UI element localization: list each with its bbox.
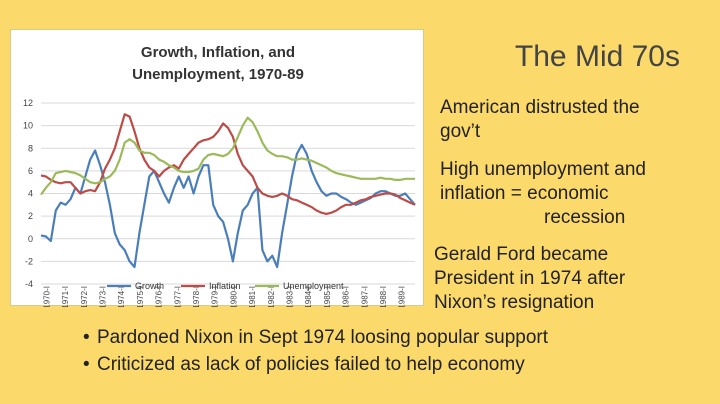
- legend-label: Inflation: [209, 281, 241, 291]
- text-line: Gerald Ford became: [434, 244, 609, 265]
- bullet-text: Criticized as lack of policies failed to…: [97, 354, 525, 375]
- y-tick-label: 2: [28, 211, 33, 221]
- y-tick-label: -4: [25, 279, 33, 289]
- text-line: President in 1974 after: [434, 268, 626, 289]
- x-tick-label: 1978-I: [192, 286, 201, 307]
- series-line-growth: [40, 143, 416, 269]
- chart-panel: Growth, Inflation, and Unemployment, 197…: [10, 29, 425, 307]
- bullet-list: • Pardoned Nixon in Sept 1974 loosing pop…: [83, 324, 548, 378]
- bullet-marker: •: [83, 354, 90, 375]
- x-tick-label: 1979-I: [211, 286, 220, 307]
- x-tick-label: 1974-I: [117, 286, 126, 307]
- y-tick-label: 10: [23, 121, 33, 131]
- x-tick-label: 1973-I: [99, 286, 108, 307]
- text-line: inflation = economic: [440, 183, 609, 204]
- y-tick-label: 6: [28, 166, 33, 176]
- x-tick-label: 1983-I: [286, 286, 295, 307]
- x-tick-label: 1981-I: [248, 286, 257, 307]
- text-line: recession: [544, 207, 626, 228]
- text-line: Nixon’s resignation: [434, 292, 595, 313]
- text-line: gov’t: [440, 121, 481, 142]
- x-tick-label: 1988-I: [379, 286, 388, 307]
- text-block-distrust: American distrusted the gov’t: [440, 96, 640, 144]
- x-tick-label: 1971-I: [61, 286, 70, 307]
- bullet-item: • Pardoned Nixon in Sept 1974 loosing pop…: [83, 324, 548, 351]
- slide-title: The Mid 70s: [514, 40, 680, 73]
- x-tick-label: 1985-I: [323, 286, 332, 307]
- series-line-inflation: [40, 113, 416, 215]
- text-line: American distrusted the: [440, 97, 640, 118]
- x-tick-label: 1984-I: [304, 286, 313, 307]
- chart-title: Growth, Inflation, and Unemployment, 197…: [11, 42, 425, 86]
- legend-label: Unemployment: [283, 281, 344, 291]
- series-line-unemployment: [40, 116, 415, 196]
- x-tick-label: 1970-I: [42, 286, 51, 307]
- x-tick-label: 1986-I: [342, 286, 351, 307]
- x-tick-label: 1972-I: [80, 286, 89, 307]
- x-tick-label: 1977-I: [173, 286, 182, 307]
- bullet-marker: •: [83, 327, 90, 348]
- x-tick-label: 1976-I: [155, 286, 164, 307]
- text-line: High unemployment and: [440, 159, 646, 180]
- line-chart: -4 -2 0 2 4 6 8 10 12 1970-I 1971-I 1972-I 1973-I 197…: [23, 98, 416, 307]
- y-tick-label: -2: [25, 256, 33, 266]
- legend-label: Growth: [135, 281, 164, 291]
- chart-title-line-2: Unemployment, 1970-89: [132, 66, 304, 83]
- chart-title-line-1: Growth, Inflation, and: [140, 44, 296, 61]
- x-tick-label: 1980-I: [229, 286, 238, 307]
- x-tick-label: 1982-I: [267, 286, 276, 307]
- text-block-recession: High unemployment and inflation = econom…: [440, 158, 646, 230]
- x-tick-label: 1987-I: [360, 286, 369, 307]
- x-tick-label: 1989-I: [398, 286, 407, 307]
- bullet-text: Pardoned Nixon in Sept 1974 loosing popu…: [97, 327, 549, 348]
- x-tick-label: 1975-I: [136, 286, 145, 307]
- text-block-ford: Gerald Ford became President in 1974 aft…: [434, 243, 625, 315]
- y-tick-label: 0: [28, 234, 33, 244]
- y-tick-label: 8: [28, 143, 33, 153]
- y-tick-label: 12: [23, 98, 33, 108]
- y-tick-label: 4: [28, 189, 33, 199]
- bullet-item: • Criticized as lack of policies failed t…: [83, 351, 548, 378]
